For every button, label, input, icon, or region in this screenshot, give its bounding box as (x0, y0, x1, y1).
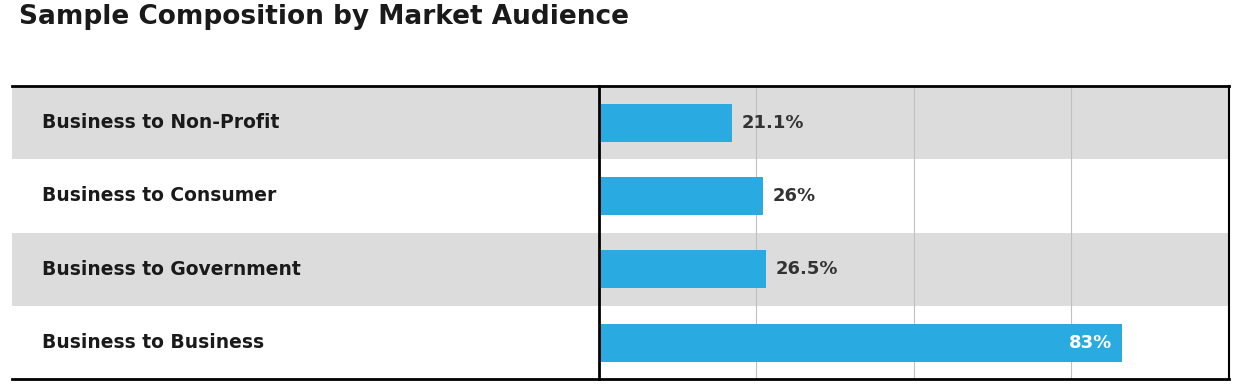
Bar (599, 250, 766, 289)
Bar (12, 233, 599, 306)
Text: Business to Business: Business to Business (42, 333, 264, 352)
Bar (599, 104, 732, 142)
Text: 21.1%: 21.1% (741, 114, 804, 132)
Bar (12, 86, 599, 159)
Text: Business to Consumer: Business to Consumer (42, 187, 277, 206)
Text: Sample Composition by Market Audience: Sample Composition by Market Audience (19, 4, 629, 30)
Bar (599, 177, 763, 215)
Text: Business to Government: Business to Government (42, 260, 300, 279)
Bar (12, 159, 599, 233)
Text: 26%: 26% (772, 187, 815, 205)
Text: Business to Non-Profit: Business to Non-Profit (42, 113, 279, 132)
Bar (599, 159, 1229, 233)
Text: 26.5%: 26.5% (776, 260, 837, 278)
Bar (599, 324, 1121, 362)
Bar (599, 306, 1229, 379)
Text: 83%: 83% (1070, 334, 1113, 352)
Bar (12, 306, 599, 379)
Bar (599, 86, 1229, 159)
Bar (599, 233, 1229, 306)
